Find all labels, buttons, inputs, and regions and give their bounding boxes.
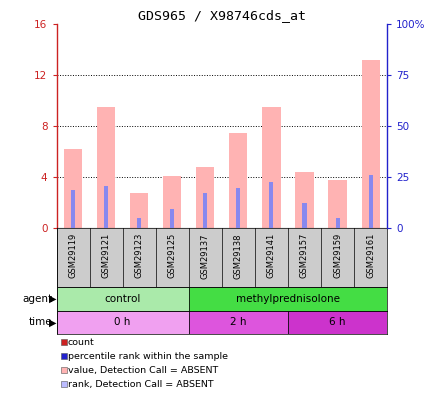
Bar	[188, 311, 287, 334]
Text: rank, Detection Call = ABSENT: rank, Detection Call = ABSENT	[68, 380, 213, 389]
Text: count: count	[68, 338, 95, 347]
Text: GDS965 / X98746cds_at: GDS965 / X98746cds_at	[138, 9, 305, 22]
Text: GSM29137: GSM29137	[201, 233, 209, 279]
Bar	[262, 107, 280, 228]
Text: 2 h: 2 h	[230, 318, 246, 327]
Text: GSM29119: GSM29119	[69, 233, 77, 278]
Bar	[287, 311, 386, 334]
Text: GSM29138: GSM29138	[233, 233, 242, 279]
Text: GSM29161: GSM29161	[365, 233, 374, 279]
Bar	[163, 176, 181, 228]
Bar	[64, 149, 82, 228]
Bar	[130, 193, 148, 228]
Text: agent: agent	[22, 294, 52, 304]
Bar	[295, 172, 313, 228]
Bar	[188, 287, 386, 311]
Text: GSM29123: GSM29123	[135, 233, 143, 279]
Text: GSM29121: GSM29121	[102, 233, 110, 278]
Text: GSM29141: GSM29141	[266, 233, 275, 278]
Bar	[137, 218, 141, 228]
Bar	[170, 209, 174, 228]
Bar	[56, 287, 188, 311]
Bar	[71, 190, 75, 228]
Bar	[56, 311, 188, 334]
Bar	[229, 133, 247, 228]
Text: GSM29159: GSM29159	[332, 233, 341, 278]
Text: value, Detection Call = ABSENT: value, Detection Call = ABSENT	[68, 366, 218, 375]
Text: methylprednisolone: methylprednisolone	[235, 294, 339, 304]
Bar	[196, 167, 214, 228]
Text: percentile rank within the sample: percentile rank within the sample	[68, 352, 227, 361]
Text: control: control	[104, 294, 141, 304]
Bar	[368, 175, 372, 228]
Text: GSM29125: GSM29125	[168, 233, 176, 278]
Bar	[335, 218, 339, 228]
Bar	[97, 107, 115, 228]
Bar	[328, 180, 346, 228]
Text: 0 h: 0 h	[114, 318, 131, 327]
Text: GSM29157: GSM29157	[299, 233, 308, 279]
Bar	[361, 60, 379, 228]
Bar	[269, 183, 273, 228]
Bar	[203, 193, 207, 228]
Bar	[302, 203, 306, 228]
Text: ▶: ▶	[49, 294, 56, 304]
Bar	[104, 186, 108, 228]
Text: 6 h: 6 h	[329, 318, 345, 327]
Bar	[236, 188, 240, 228]
Text: ▶: ▶	[49, 318, 56, 327]
Text: time: time	[29, 318, 52, 327]
